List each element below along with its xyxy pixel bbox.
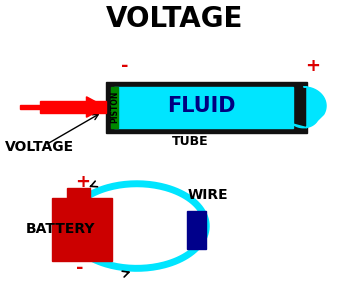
Bar bbox=[114, 87, 293, 128]
Polygon shape bbox=[292, 87, 326, 128]
Bar bbox=[40, 102, 106, 112]
Text: PISTON: PISTON bbox=[111, 91, 119, 123]
Text: FLUID: FLUID bbox=[167, 96, 235, 116]
Text: +: + bbox=[76, 173, 91, 191]
Text: -: - bbox=[121, 57, 128, 75]
Bar bbox=[106, 82, 307, 133]
Text: +: + bbox=[304, 57, 320, 75]
Text: -: - bbox=[76, 259, 83, 277]
Bar bbox=[187, 211, 206, 250]
Text: VOLTAGE: VOLTAGE bbox=[106, 5, 244, 33]
Bar bbox=[67, 188, 90, 200]
Bar bbox=[52, 198, 112, 261]
Bar bbox=[21, 105, 45, 109]
Polygon shape bbox=[86, 97, 106, 117]
Text: TUBE: TUBE bbox=[172, 135, 209, 148]
Text: WIRE: WIRE bbox=[187, 189, 228, 202]
Bar bbox=[111, 87, 118, 128]
Text: VOLTAGE: VOLTAGE bbox=[5, 140, 74, 154]
Text: BATTERY: BATTERY bbox=[26, 222, 95, 236]
